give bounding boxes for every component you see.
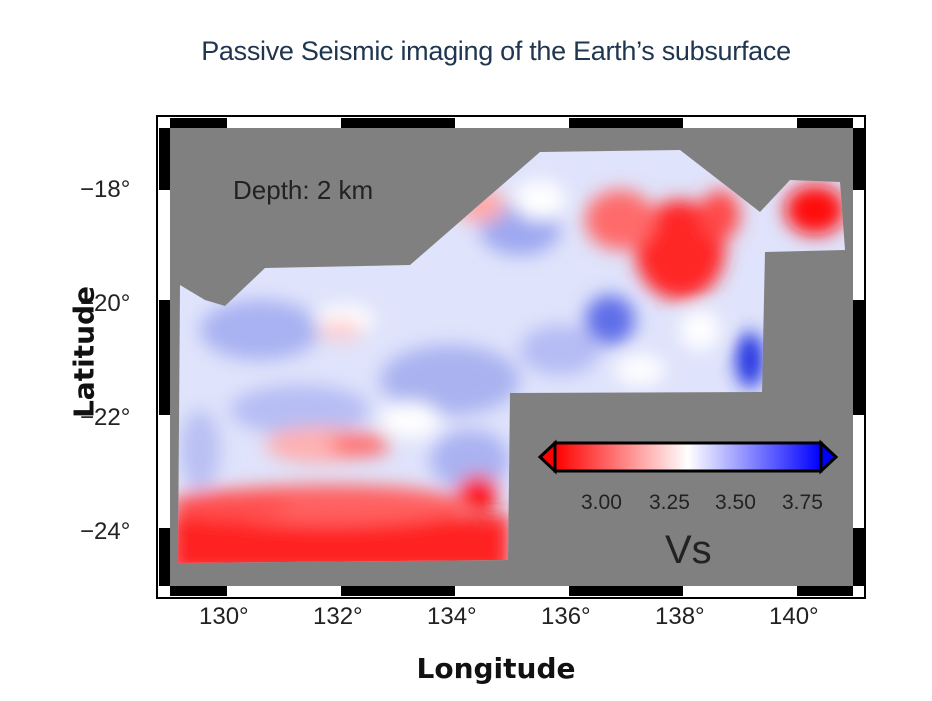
x-axis-label: Longitude [416, 652, 576, 685]
y-tick: −24° [80, 518, 131, 545]
page-title: Passive Seismic imaging of the Earth’s s… [201, 36, 791, 66]
colorbar-label: Vs [665, 528, 712, 572]
x-tick: 138° [655, 603, 705, 630]
colorbar-gradient [553, 441, 823, 473]
y-axis-label: Latitude [67, 285, 101, 419]
colorbar-high-arrow [819, 439, 839, 475]
colorbar [537, 439, 839, 475]
colorbar-tick: 3.25 [649, 491, 690, 514]
x-tick: 136° [541, 603, 591, 630]
colorbar-tick: 3.75 [782, 491, 823, 514]
x-tick: 130° [199, 603, 249, 630]
x-tick: 132° [313, 603, 363, 630]
y-tick: −18° [80, 176, 131, 203]
colorbar-tick: 3.00 [581, 491, 622, 514]
frame-ticks-top [170, 118, 853, 596]
colorbar-tick: 3.50 [715, 491, 756, 514]
x-tick: 134° [427, 603, 477, 630]
y-tick: −20° [80, 290, 131, 317]
frame-ticks-side [159, 128, 864, 586]
depth-label: Depth: 2 km [233, 175, 374, 205]
y-tick: −22° [80, 404, 131, 431]
x-tick: 140° [769, 603, 819, 630]
